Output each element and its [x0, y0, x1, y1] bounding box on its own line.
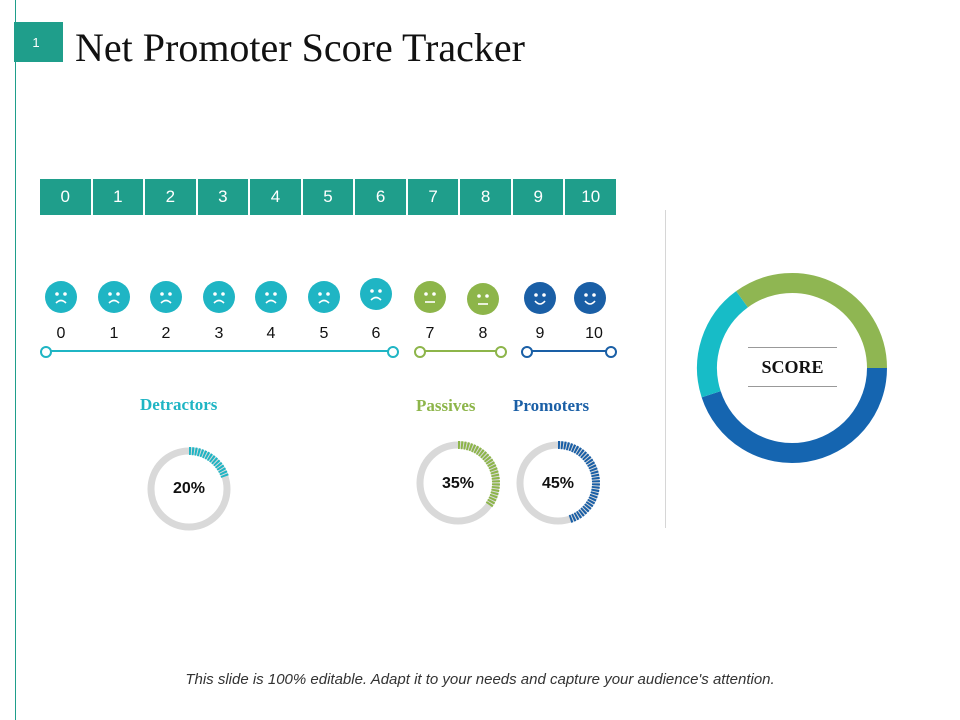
face-number-8: 8 [478, 325, 488, 342]
slide-number-badge: 1 [14, 22, 63, 62]
sad-face-icon [98, 281, 130, 313]
passives-label: Passives [416, 396, 476, 415]
face-number-6: 6 [371, 325, 381, 342]
score-slice-promoters [701, 367, 887, 463]
scale-cell-1: 1 [92, 179, 146, 215]
footer-note: This slide is 100% editable. Adapt it to… [185, 671, 775, 688]
face-number-0: 0 [56, 325, 66, 342]
sad-face-icon [255, 281, 287, 313]
score-slice-passives [736, 273, 887, 369]
face-number-3: 3 [214, 325, 224, 342]
scale-cell-9: 9 [512, 179, 566, 215]
score-slice-detractors [697, 291, 749, 398]
face-number-9: 9 [535, 325, 545, 342]
passives-track [419, 350, 501, 352]
vertical-divider [665, 210, 666, 528]
score-donut-chart [697, 273, 887, 463]
scale-cell-7: 7 [407, 179, 461, 215]
promoters-donut [516, 441, 600, 525]
face-number-4: 4 [266, 325, 276, 342]
detractors-track [45, 350, 393, 352]
happy-face-icon [574, 282, 606, 314]
face-number-2: 2 [161, 325, 171, 342]
sad-face-icon [308, 281, 340, 313]
passives-donut [416, 441, 500, 525]
scale-cell-6: 6 [355, 179, 408, 215]
left-accent-rule [15, 0, 16, 720]
face-number-1: 1 [109, 325, 119, 342]
donut-value-arc [188, 447, 229, 479]
face-number-10: 10 [585, 325, 603, 342]
promoters-percent: 45% [541, 475, 575, 492]
promoters-track [526, 350, 611, 352]
scale-cell-8: 8 [460, 179, 513, 215]
score-label: SCORE [748, 347, 837, 387]
promoters-label: Promoters [513, 396, 590, 415]
passives-track-end-dot [495, 346, 507, 358]
detractors-percent: 20% [172, 480, 206, 497]
sad-face-icon [150, 281, 182, 313]
scale-cell-10: 10 [565, 179, 617, 215]
scale-cell-2: 2 [145, 179, 198, 215]
neutral-face-icon [467, 283, 499, 315]
passives-percent: 35% [441, 475, 475, 492]
passives-track-start-dot [414, 346, 426, 358]
scale-cell-5: 5 [302, 179, 356, 215]
scale-cell-3: 3 [197, 179, 251, 215]
donut-value-arc [457, 441, 500, 508]
face-number-5: 5 [319, 325, 329, 342]
detractors-donut [147, 447, 231, 531]
scale-cell-4: 4 [250, 179, 303, 215]
score-scale-bar: 0 1 2 3 4 5 6 7 8 9 10 [40, 179, 617, 215]
detractors-track-start-dot [40, 346, 52, 358]
scale-cell-0: 0 [40, 179, 93, 215]
happy-face-icon [524, 282, 556, 314]
sad-face-icon [360, 278, 392, 310]
sad-face-icon [203, 281, 235, 313]
sad-face-icon [45, 281, 77, 313]
page-title: Net Promoter Score Tracker [75, 25, 525, 70]
neutral-face-icon [414, 281, 446, 313]
promoters-track-start-dot [521, 346, 533, 358]
detractors-label: Detractors [140, 395, 218, 414]
promoters-track-end-dot [605, 346, 617, 358]
face-number-7: 7 [425, 325, 435, 342]
detractors-track-end-dot [387, 346, 399, 358]
